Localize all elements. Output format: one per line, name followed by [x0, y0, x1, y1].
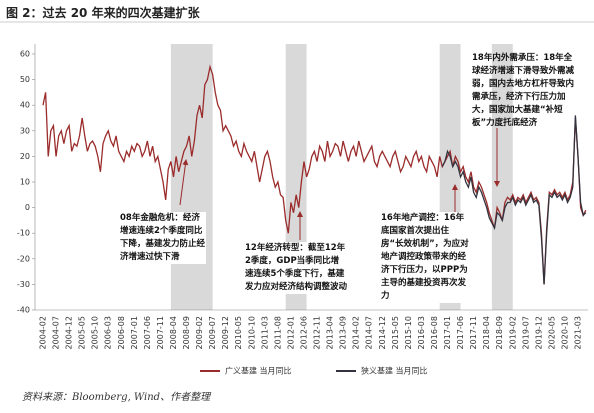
x-tick-label: 2018-04 — [482, 316, 491, 349]
highlight-span — [491, 44, 513, 310]
annotation: 16年地产调控：16年底国家首次提出住房“长效机制”，为应对地产调控政策带来的经… — [381, 212, 471, 303]
x-tick-label: 2019-07 — [521, 316, 530, 349]
y-tick-label: -40 — [17, 306, 30, 315]
annotation: 08年金融危机：经济增速连续2个季度同比下降，基建发力防止经济增速过快下滑 — [120, 212, 206, 264]
x-tick-label: 2004-02 — [39, 316, 48, 349]
x-tick-label: 2008-04 — [169, 316, 178, 349]
y-tick-label: 30 — [20, 126, 30, 135]
legend-label: 狭义基建 当月同比 — [361, 366, 428, 376]
x-tick-label: 2007-06 — [143, 316, 152, 349]
x-tick-label: 2016-03 — [417, 316, 426, 349]
x-tick-label: 2017-06 — [456, 316, 465, 349]
x-tick-label: 2006-08 — [117, 316, 126, 349]
y-tick-label: 50 — [20, 75, 30, 84]
x-tick-label: 2004-12 — [65, 316, 74, 349]
x-tick-label: 2007-11 — [156, 316, 165, 349]
x-tick-label: 2020-10 — [560, 316, 569, 349]
x-tick-label: 2019-12 — [534, 316, 543, 349]
x-tick-label: 2006-03 — [104, 316, 113, 349]
x-tick-label: 2013-09 — [339, 316, 348, 349]
x-tick-label: 2021-03 — [574, 316, 583, 349]
x-tick-label: 2005-05 — [78, 316, 87, 349]
x-tick-label: 2014-02 — [352, 316, 361, 349]
annotation: 12年经济转型：截至12年2季度，GDP当季同比增速连续5个季度下行，基建发力应… — [245, 242, 348, 294]
arrow — [179, 159, 189, 206]
x-tick-label: 2012-11 — [313, 316, 322, 349]
x-tick-label: 2011-08 — [273, 316, 282, 349]
x-tick-label: 2011-03 — [260, 316, 269, 349]
x-tick-label: 2015-10 — [404, 316, 413, 349]
x-tick-label: 2012-06 — [299, 316, 308, 349]
x-tick-label: 2016-08 — [430, 316, 439, 349]
y-tick-label: 10 — [20, 178, 30, 187]
y-tick-label: 20 — [20, 152, 30, 161]
x-tick-label: 2009-02 — [195, 316, 204, 349]
legend-label: 广义基建 当月同比 — [225, 366, 292, 376]
annotation: 18年内外需承压：18年全球经济增速下滑导致外需减弱，国内去地方杠杆导致内需承压… — [472, 53, 575, 128]
x-tick-label: 2010-10 — [247, 316, 256, 349]
x-tick-label: 2007-01 — [130, 316, 139, 349]
y-tick-label: 40 — [20, 101, 30, 110]
data-line — [441, 115, 587, 285]
x-tick-label: 2015-05 — [391, 316, 400, 349]
x-tick-label: 2014-12 — [378, 316, 387, 349]
y-tick-label: 0 — [25, 203, 30, 212]
x-tick-label: 2018-09 — [495, 316, 504, 349]
x-tick-label: 2013-04 — [326, 316, 335, 349]
source-note: 资料来源：Bloomberg, Wind、作者整理 — [22, 392, 211, 403]
x-tick-label: 2004-07 — [52, 316, 61, 349]
x-tick-label: 2008-09 — [182, 316, 191, 349]
x-tick-label: 2009-07 — [208, 316, 217, 349]
x-tick-label: 2005-10 — [91, 316, 100, 349]
y-tick-label: -30 — [17, 280, 30, 289]
y-tick-label: -20 — [17, 254, 30, 263]
y-tick-label: -10 — [17, 229, 30, 238]
x-tick-label: 2017-11 — [469, 316, 478, 349]
x-tick-label: 2014-07 — [365, 316, 374, 349]
x-tick-label: 2020-05 — [547, 316, 556, 349]
y-tick-label: 60 — [20, 50, 30, 59]
chart-title: 图 2：过去 20 年来的四次基建扩张 — [6, 6, 200, 20]
highlight-span — [170, 44, 213, 310]
x-tick-label: 2019-02 — [508, 316, 517, 349]
x-tick-label: 2009-12 — [221, 316, 230, 349]
x-tick-label: 2017-01 — [443, 316, 452, 349]
x-tick-label: 2010-05 — [234, 316, 243, 349]
x-tick-label: 2012-01 — [286, 316, 295, 349]
